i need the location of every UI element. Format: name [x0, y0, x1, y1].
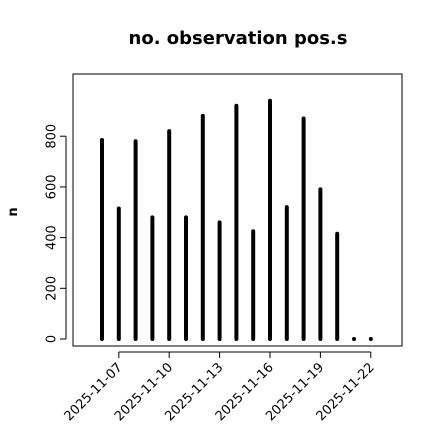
bar-zero-point	[368, 337, 373, 341]
chart-title: no. observation pos.s	[129, 28, 348, 49]
y-axis-label: n	[6, 207, 21, 216]
x-axis: 2025-11-072025-11-102025-11-132025-11-16…	[62, 351, 378, 424]
bar-zero-point	[352, 337, 356, 341]
y-tick-label: 800	[45, 124, 60, 149]
y-tick-label: 400	[45, 225, 60, 250]
y-tick-label: 0	[45, 335, 60, 343]
bar-series	[100, 98, 373, 341]
y-tick-label: 600	[45, 174, 60, 199]
plot-area-frame	[72, 73, 403, 347]
y-tick-label: 200	[45, 276, 60, 301]
y-axis: 0 200 400 600 800	[45, 124, 67, 343]
